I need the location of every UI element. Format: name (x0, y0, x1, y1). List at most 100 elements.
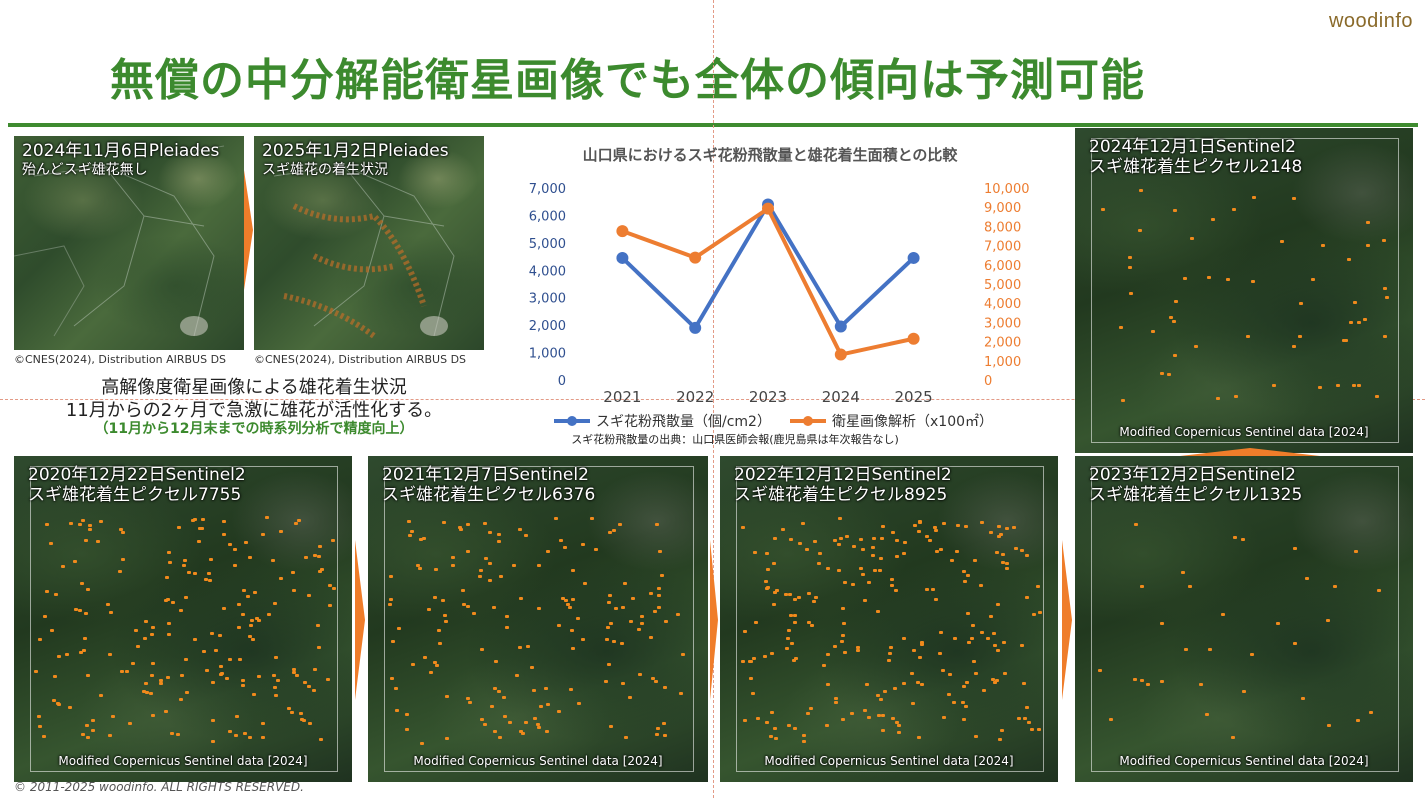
male-flower-pixel (988, 615, 993, 619)
male-flower-pixel (773, 536, 778, 540)
male-flower-pixel (851, 582, 856, 586)
male-flower-pixel (764, 580, 769, 584)
male-flower-pixel (312, 554, 317, 558)
male-flower-pixel (423, 656, 428, 660)
line-chart: 山口県におけるスギ花粉飛散量と雄花着生面積との比較 0 1,000 2,000 3,0… (529, 146, 1030, 446)
male-flower-pixel (964, 525, 969, 529)
male-flower-pixel (232, 547, 237, 551)
male-flower-pixel (784, 592, 789, 596)
male-flower-pixel (389, 574, 394, 578)
male-flower-pixel (553, 516, 558, 520)
male-flower-pixel (444, 695, 449, 699)
y-right-tick-label: 5,000 (984, 278, 1021, 293)
male-flower-pixel (84, 723, 89, 727)
male-flower-pixel (962, 685, 967, 689)
male-flower-pixel (164, 709, 169, 713)
pleiades-1-credit: ©CNES(2024), Distribution AIRBUS DS (14, 353, 227, 366)
male-flower-pixel (955, 523, 960, 527)
male-flower-pixel (117, 570, 122, 574)
male-flower-pixel (1383, 335, 1388, 339)
male-flower-pixel (443, 614, 448, 618)
male-flower-pixel (183, 596, 188, 600)
male-flower-pixel (217, 634, 222, 638)
male-flower-pixel (1280, 239, 1285, 243)
male-flower-pixel (134, 629, 139, 633)
male-flower-pixel (518, 646, 523, 650)
male-flower-pixel (872, 536, 877, 540)
male-flower-pixel (912, 648, 917, 652)
male-flower-pixel (228, 542, 233, 546)
male-flower-pixel (652, 609, 657, 613)
legend-swatch-marker (803, 416, 813, 426)
male-flower-pixel (972, 559, 977, 563)
male-flower-pixel (233, 734, 238, 738)
male-flower-pixel (842, 621, 847, 625)
male-flower-pixel (221, 606, 226, 610)
male-flower-pixel (838, 536, 843, 540)
male-flower-pixel (544, 730, 549, 734)
guide-line-horizontal (0, 399, 1425, 400)
male-flower-pixel (878, 698, 883, 702)
male-flower-pixel (891, 530, 896, 534)
sentinel-image-2022: 2022年12月12日Sentinel2 スギ雄花着生ピクセル8925 Modifi… (720, 456, 1058, 782)
male-flower-pixel (523, 721, 528, 725)
male-flower-pixel (567, 605, 572, 609)
male-flower-pixel (1168, 315, 1173, 319)
male-flower-pixel (143, 636, 148, 640)
male-flower-pixel (175, 733, 180, 737)
male-flower-pixel (955, 549, 960, 553)
sentinel-credit: Modified Copernicus Sentinel data [2024] (1119, 425, 1369, 439)
male-flower-pixel (832, 538, 837, 542)
male-flower-pixel (493, 659, 498, 663)
legend-swatch-marker (567, 416, 577, 426)
male-flower-pixel (183, 559, 188, 563)
sentinel-credit: Modified Copernicus Sentinel data [2024] (1119, 754, 1369, 768)
male-flower-pixel (65, 653, 70, 657)
male-flower-pixel (1026, 721, 1031, 725)
male-flower-pixel (61, 565, 66, 569)
male-flower-pixel (858, 537, 863, 541)
male-flower-pixel (271, 559, 276, 563)
male-flower-pixel (167, 560, 172, 564)
male-flower-pixel (207, 572, 212, 576)
sentinel-date: 2023年12月2日Sentinel2 (1089, 465, 1296, 485)
x-tick-label: 2025 (895, 388, 933, 406)
male-flower-pixel (1017, 716, 1022, 720)
male-flower-pixel (1129, 291, 1134, 295)
male-flower-pixel (328, 584, 333, 588)
male-flower-pixel (659, 574, 664, 577)
male-flower-pixel (980, 630, 985, 634)
male-flower-pixel (471, 611, 476, 615)
male-flower-pixel (532, 717, 537, 721)
male-flower-pixel (930, 587, 935, 591)
male-flower-pixel (870, 546, 875, 550)
male-flower-pixel (764, 721, 769, 725)
male-flower-pixel (992, 680, 997, 684)
male-flower-pixel (432, 596, 437, 600)
male-flower-pixel (434, 663, 439, 667)
male-flower-pixel (1292, 345, 1297, 349)
sentinel-aoi-frame (30, 466, 338, 772)
y-left-tick-label: 3,000 (529, 292, 566, 307)
male-flower-pixel (560, 597, 565, 601)
male-flower-pixel (415, 563, 420, 567)
male-flower-pixel (312, 689, 317, 693)
male-flower-pixel (620, 606, 625, 610)
male-flower-pixel (242, 589, 247, 593)
male-flower-pixel (1020, 643, 1025, 647)
male-flower-pixel (971, 624, 976, 628)
male-flower-pixel (1249, 652, 1254, 656)
male-flower-pixel (628, 620, 633, 624)
male-flower-pixel (771, 562, 776, 566)
male-flower-pixel (451, 564, 456, 568)
male-flower-pixel (889, 577, 894, 581)
male-flower-pixel (250, 618, 255, 622)
male-flower-pixel (278, 576, 283, 580)
male-flower-pixel (48, 541, 53, 545)
male-flower-pixel (303, 556, 308, 560)
male-flower-pixel (404, 728, 409, 732)
male-flower-pixel (1220, 612, 1225, 616)
male-flower-pixel (623, 736, 628, 740)
male-flower-pixel (465, 604, 470, 608)
male-flower-pixel (1004, 566, 1009, 570)
